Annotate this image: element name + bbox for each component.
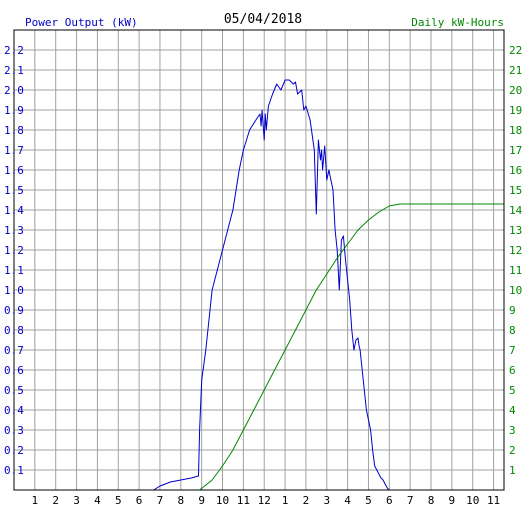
left-tick-label: 1.9 [4,104,24,117]
x-tick-label: 11 [487,494,500,507]
right-axis-label: Daily kW-Hours [411,16,504,29]
left-tick-label: 0.6 [4,364,24,377]
left-tick-label: 1.0 [4,284,24,297]
left-tick-label: 0.7 [4,344,24,357]
series-lines [14,79,504,491]
x-tick-label: 11 [237,494,250,507]
x-tick-label: 3 [323,494,330,507]
left-tick-label: 1.6 [4,164,24,177]
right-tick-label: 4 [509,404,516,417]
right-tick-label: 7 [509,344,516,357]
x-tick-label: 2 [52,494,59,507]
left-tick-label: 1.3 [4,224,24,237]
x-tick-label: 9 [449,494,456,507]
left-tick-label: 0.5 [4,384,24,397]
left-tick-labels: 0.1 0.2 0.3 0.4 0.5 0.6 0.7 0.8 0.9 1.0 1.1 1.2 1.3 1… [4,44,24,477]
right-tick-label: 10 [509,284,522,297]
left-tick-label: 2.1 [4,64,24,77]
plot-frame [13,29,505,491]
x-tick-label: 6 [386,494,393,507]
x-tick-label: 8 [177,494,184,507]
x-tick-label: 4 [344,494,351,507]
left-tick-label: 1.5 [4,184,24,197]
left-tick-label: 1.1 [4,264,24,277]
left-tick-label: 1.2 [4,244,24,257]
right-tick-label: 11 [509,264,522,277]
right-tick-label: 22 [509,44,522,57]
right-tick-label: 12 [509,244,522,257]
chart-title: 05/04/2018 [224,12,302,27]
x-tick-label: 8 [428,494,435,507]
x-tick-label: 1 [32,494,39,507]
power-series-line [153,79,440,491]
left-tick-label: 2.0 [4,84,24,97]
x-tick-label: 6 [136,494,143,507]
right-tick-label: 19 [509,104,522,117]
left-tick-label: 0.3 [4,424,24,437]
right-tick-label: 21 [509,64,522,77]
left-tick-label: 0.9 [4,304,24,317]
left-tick-label: 2.2 [4,44,24,57]
energy-series-line [14,203,504,491]
right-tick-label: 5 [509,384,516,397]
right-tick-label: 6 [509,364,516,377]
right-tick-label: 17 [509,144,522,157]
x-tick-label: 4 [94,494,101,507]
right-tick-label: 8 [509,324,516,337]
right-tick-label: 9 [509,304,516,317]
left-tick-label: 0.1 [4,464,24,477]
right-tick-label: 3 [509,424,516,437]
right-tick-label: 1 [509,464,516,477]
right-tick-label: 16 [509,164,522,177]
x-tick-label: 3 [73,494,80,507]
x-tick-labels: 1 2 3 4 5 6 7 8 9 10 11 12 1 2 3 4 5 6 7 8 9 10 11 [32,494,501,507]
right-tick-label: 20 [509,84,522,97]
x-tick-label: 7 [157,494,164,507]
x-tick-label: 9 [198,494,205,507]
x-tick-label: 10 [216,494,229,507]
right-tick-label: 2 [509,444,516,457]
right-tick-label: 18 [509,124,522,137]
grid-lines [14,30,504,490]
left-axis-label: Power Output (kW) [25,16,138,29]
x-tick-label: 2 [303,494,310,507]
left-tick-label: 0.8 [4,324,24,337]
left-tick-label: 0.4 [4,404,24,417]
x-tick-label: 10 [466,494,479,507]
right-tick-label: 15 [509,184,522,197]
left-tick-label: 0.2 [4,444,24,457]
x-tick-label: 7 [407,494,414,507]
left-tick-label: 1.4 [4,204,24,217]
x-tick-label: 1 [282,494,289,507]
left-tick-label: 1.7 [4,144,24,157]
left-tick-label: 1.8 [4,124,24,137]
right-tick-label: 14 [509,204,523,217]
x-tick-label: 5 [115,494,122,507]
x-tick-label: 12 [258,494,271,507]
x-tick-label: 5 [365,494,372,507]
right-tick-label: 13 [509,224,522,237]
